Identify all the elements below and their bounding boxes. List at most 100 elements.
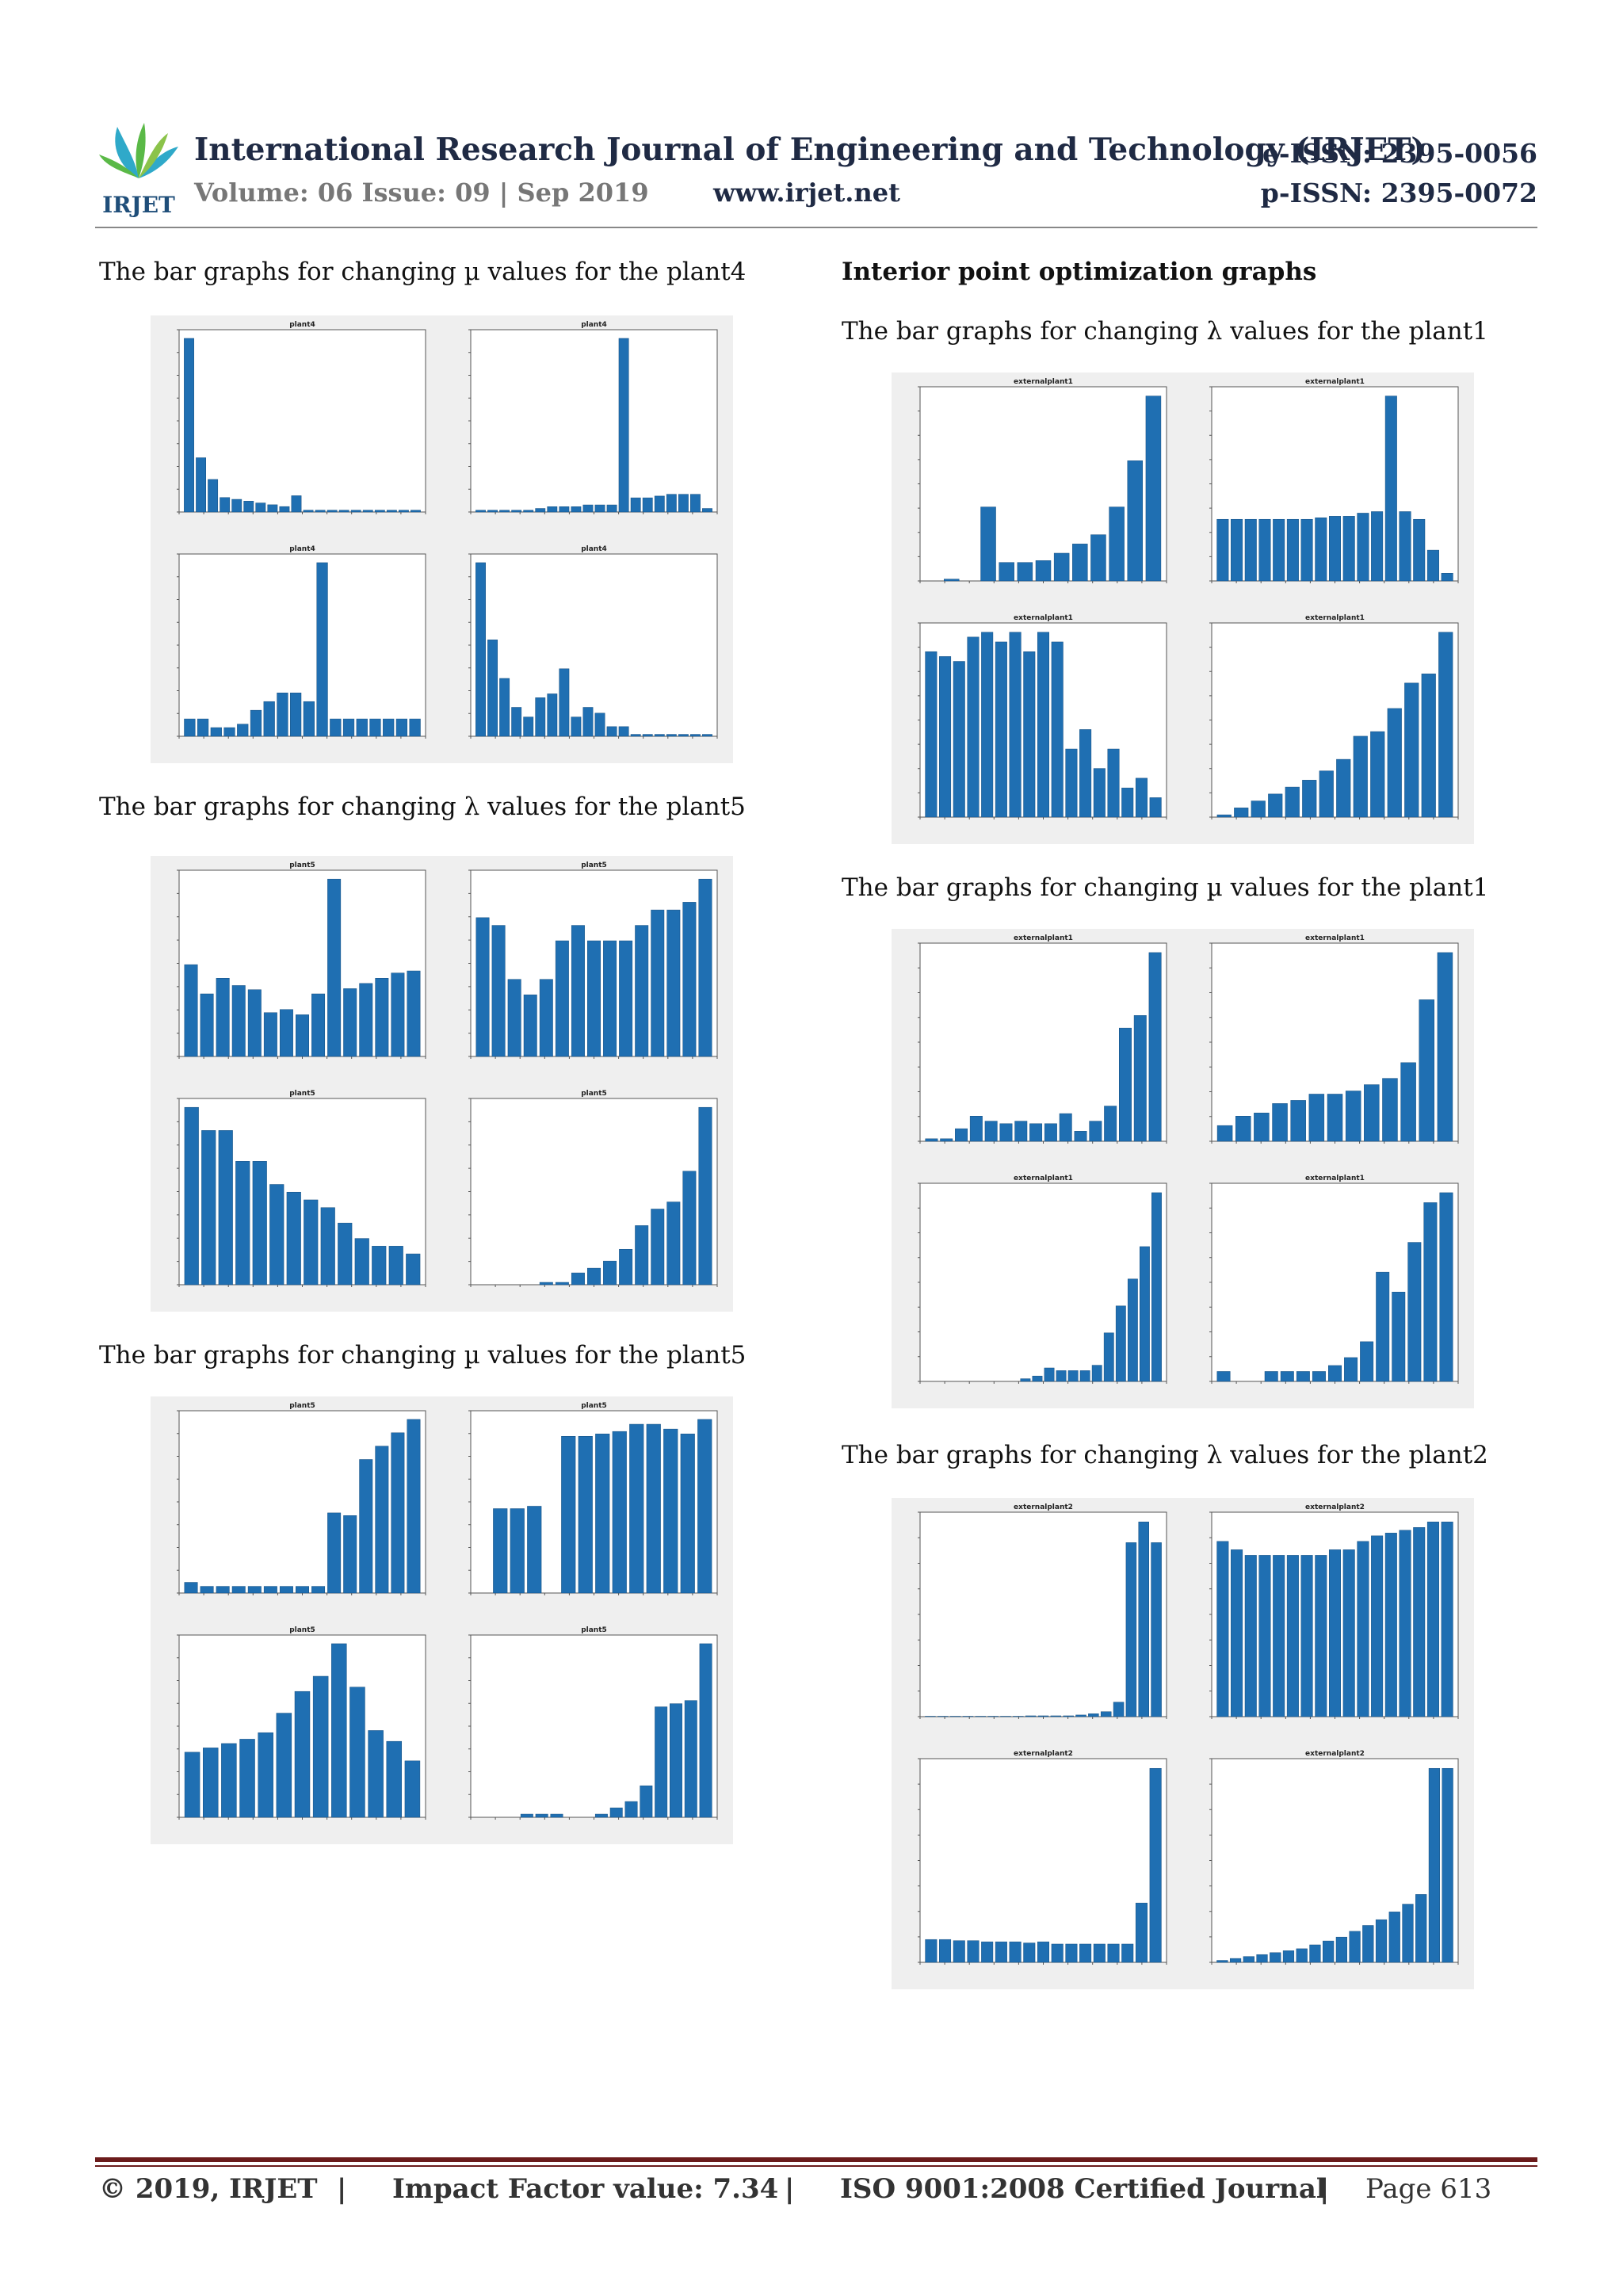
bar <box>1044 1367 1055 1382</box>
chart-title: plant5 <box>289 1402 315 1410</box>
bar <box>640 1785 653 1818</box>
bar <box>939 1939 952 1963</box>
chart-title: plant5 <box>581 861 607 869</box>
bar <box>1286 1555 1299 1717</box>
bar <box>559 668 570 737</box>
bar <box>1336 758 1351 818</box>
bar <box>925 1138 938 1142</box>
bar <box>1402 1904 1414 1963</box>
bar <box>1349 1931 1361 1963</box>
bar <box>1109 506 1125 582</box>
bar <box>239 1739 255 1818</box>
bar <box>356 718 368 737</box>
bar <box>391 1432 405 1594</box>
bar <box>235 1161 250 1286</box>
bar-chart-panel: plant4 <box>151 315 441 539</box>
bar <box>1364 1084 1380 1142</box>
chart-title: plant5 <box>581 1402 607 1410</box>
bar <box>1216 518 1229 582</box>
bar <box>967 636 980 818</box>
page-header: IRJET International Research Journal of … <box>95 119 1537 230</box>
bar <box>1441 1522 1453 1717</box>
bar <box>1357 513 1369 582</box>
bar <box>1229 1958 1242 1963</box>
bar <box>642 734 653 737</box>
bar <box>1093 1943 1106 1963</box>
bar <box>1107 748 1120 818</box>
bar <box>999 1123 1013 1142</box>
bar <box>404 1760 421 1818</box>
bar <box>1051 641 1064 818</box>
bar <box>1254 1113 1270 1142</box>
bar <box>1362 1925 1374 1963</box>
footer-copyright: © 2019, IRJET <box>99 2173 318 2205</box>
bar <box>184 1752 200 1818</box>
bar-chart-panel: plant5 <box>151 856 441 1083</box>
bar <box>487 510 498 513</box>
bar <box>547 506 558 513</box>
bar <box>1104 1106 1117 1142</box>
bar <box>342 718 355 737</box>
bar <box>383 718 395 737</box>
chart-title: externalplant1 <box>1305 1175 1365 1182</box>
bar <box>1335 1936 1347 1963</box>
figure-mu-plant1: externalplant1 externalplant1 externalpl… <box>892 929 1474 1408</box>
bar <box>184 964 198 1057</box>
bar <box>578 1435 593 1594</box>
bar <box>1270 1952 1281 1963</box>
bar-chart-panel: plant4 <box>151 540 441 763</box>
bar <box>369 718 381 737</box>
bar <box>651 909 665 1057</box>
bar <box>1121 1943 1134 1963</box>
bar <box>1423 1202 1438 1382</box>
bar <box>359 983 373 1057</box>
bar <box>682 902 697 1057</box>
bar <box>327 878 342 1057</box>
bar <box>1107 1943 1120 1963</box>
bar <box>539 979 553 1057</box>
bar <box>571 506 582 513</box>
plot-area <box>178 1410 426 1594</box>
bar-chart-panel: plant5 <box>442 856 733 1083</box>
bar <box>1149 797 1162 818</box>
footer-separator: | <box>337 2173 347 2205</box>
bar <box>1056 1370 1067 1382</box>
bar <box>981 632 994 818</box>
bar <box>210 727 222 737</box>
bar-chart-panel: externalplant1 <box>1183 929 1474 1168</box>
bar <box>1093 768 1106 818</box>
bar <box>680 1433 695 1594</box>
footer-rule-thin <box>95 2165 1537 2167</box>
website-link[interactable]: www.irjet.net <box>713 178 900 208</box>
bar <box>296 1014 309 1057</box>
bar-chart-panel: externalplant2 <box>892 1744 1182 1989</box>
bar <box>690 494 701 513</box>
bar <box>1216 1541 1229 1717</box>
bar <box>943 579 960 582</box>
bar <box>320 1207 335 1286</box>
footer-impact-factor: Impact Factor value: 7.34 <box>392 2173 779 2205</box>
figure-lambda-plant5: plant5 plant5 plant5 plant5 <box>151 856 733 1312</box>
bar <box>1088 1713 1099 1717</box>
bar <box>535 697 546 737</box>
bar <box>666 494 677 513</box>
bar <box>1074 1131 1087 1142</box>
bar <box>547 693 558 737</box>
bar <box>1256 1954 1268 1963</box>
bar <box>409 718 421 737</box>
footer-page-number: Page 613 <box>1365 2173 1492 2205</box>
bar <box>630 497 641 513</box>
bar-chart-panel: plant5 <box>151 1084 441 1312</box>
bar <box>343 1515 357 1594</box>
bar <box>475 917 490 1057</box>
bar <box>980 506 996 582</box>
bar <box>338 1222 353 1286</box>
chart-title: plant5 <box>289 861 315 869</box>
bar <box>535 1813 548 1818</box>
bar <box>231 985 246 1057</box>
bar <box>1145 395 1162 582</box>
bar <box>311 1586 326 1594</box>
bar <box>678 494 689 513</box>
chart-title: externalplant2 <box>1305 1503 1365 1511</box>
bar <box>362 510 373 513</box>
